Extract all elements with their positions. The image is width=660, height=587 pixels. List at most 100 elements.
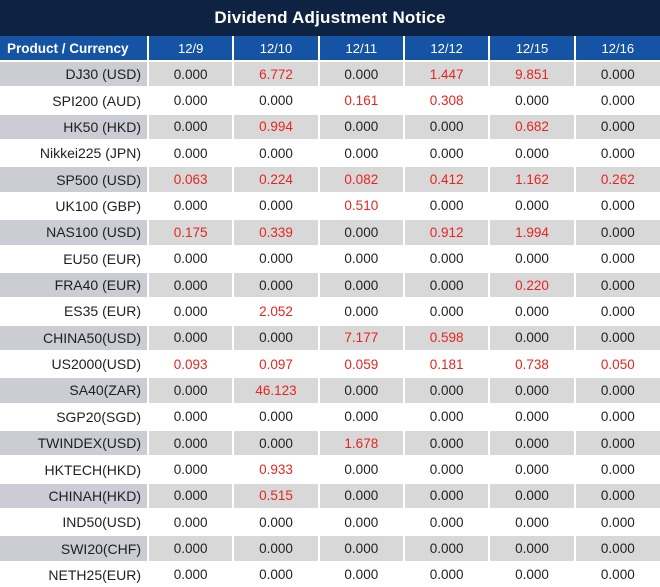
value-cell: 0.000 [573, 244, 660, 273]
value-cell: 0.000 [573, 429, 660, 458]
table-row: HK50 (HKD) 0.000 0.994 0.000 0.000 0.682 0.000 [0, 112, 660, 142]
value-cell: 0.000 [402, 508, 491, 537]
value-cell: 0.000 [573, 59, 660, 89]
value-cell: 7.177 [317, 323, 405, 352]
product-cell: SA40(ZAR) [0, 376, 149, 405]
value-cell: 0.000 [232, 508, 320, 537]
value-cell: 0.598 [402, 323, 491, 352]
product-currency-header: Product / Currency [0, 36, 149, 62]
value-cell: 0.063 [146, 165, 235, 194]
value-cell: 0.000 [146, 59, 235, 89]
product-cell: HKTECH(HKD) [0, 455, 149, 484]
value-cell: 0.000 [488, 508, 576, 537]
value-cell: 0.000 [488, 481, 576, 511]
value-cell: 0.994 [232, 112, 320, 142]
value-cell: 0.000 [488, 86, 576, 115]
value-cell: 0.000 [232, 560, 320, 587]
value-cell: 0.000 [232, 191, 320, 221]
value-cell: 0.000 [317, 218, 405, 247]
value-cell: 0.000 [573, 534, 660, 563]
product-cell: SWI20(CHF) [0, 534, 149, 563]
value-cell: 0.515 [232, 481, 320, 511]
value-cell: 0.000 [317, 560, 405, 587]
product-cell: Nikkei225 (JPN) [0, 139, 149, 168]
value-cell: 0.000 [402, 402, 491, 432]
header-row: Product / Currency 12/9 12/10 12/11 12/12 12… [0, 36, 660, 62]
value-cell: 0.000 [146, 534, 235, 563]
value-cell: 0.000 [488, 244, 576, 273]
value-cell: 0.339 [232, 218, 320, 247]
value-cell: 0.000 [146, 86, 235, 115]
value-cell: 0.933 [232, 455, 320, 484]
product-cell: NAS100 (USD) [0, 218, 149, 247]
value-cell: 0.000 [402, 191, 491, 221]
title-bar: Dividend Adjustment Notice [0, 0, 660, 36]
value-cell: 0.000 [146, 297, 235, 326]
value-cell: 0.000 [573, 481, 660, 511]
value-cell: 0.000 [488, 139, 576, 168]
value-cell: 0.181 [402, 349, 491, 379]
value-cell: 9.851 [488, 59, 576, 89]
value-cell: 0.000 [573, 323, 660, 352]
value-cell: 0.412 [402, 165, 491, 194]
table-row: SA40(ZAR) 0.000 46.123 0.000 0.000 0.000 0.000 [0, 376, 660, 405]
table-row: FRA40 (EUR) 0.000 0.000 0.000 0.000 0.220 0.00… [0, 270, 660, 300]
value-cell: 2.052 [232, 297, 320, 326]
dividend-table: Product / Currency 12/9 12/10 12/11 12/12 12… [0, 36, 660, 587]
value-cell: 0.912 [402, 218, 491, 247]
value-cell: 0.000 [232, 270, 320, 300]
table-row: SP500 (USD) 0.063 0.224 0.082 0.412 1.162 0.26… [0, 165, 660, 194]
value-cell: 0.000 [488, 402, 576, 432]
value-cell: 0.510 [317, 191, 405, 221]
value-cell: 0.000 [146, 244, 235, 273]
value-cell: 0.093 [146, 349, 235, 379]
product-cell: DJ30 (USD) [0, 59, 149, 89]
value-cell: 0.738 [488, 349, 576, 379]
value-cell: 0.000 [573, 112, 660, 142]
value-cell: 0.000 [317, 508, 405, 537]
value-cell: 0.000 [402, 139, 491, 168]
value-cell: 1.678 [317, 429, 405, 458]
value-cell: 0.175 [146, 218, 235, 247]
value-cell: 0.220 [488, 270, 576, 300]
value-cell: 0.000 [146, 376, 235, 405]
product-cell: EU50 (EUR) [0, 244, 149, 273]
product-cell: SP500 (USD) [0, 165, 149, 194]
date-column-header: 12/16 [573, 36, 660, 62]
value-cell: 0.000 [317, 534, 405, 563]
product-cell: NETH25(EUR) [0, 560, 149, 587]
value-cell: 0.000 [573, 86, 660, 115]
value-cell: 0.000 [317, 112, 405, 142]
value-cell: 0.000 [146, 139, 235, 168]
table-row: HKTECH(HKD) 0.000 0.933 0.000 0.000 0.000 0.00… [0, 455, 660, 484]
value-cell: 0.000 [402, 244, 491, 273]
value-cell: 0.050 [573, 349, 660, 379]
value-cell: 0.000 [573, 270, 660, 300]
table-row: NAS100 (USD) 0.175 0.339 0.000 0.912 1.994 0.0… [0, 218, 660, 247]
date-column-header: 12/11 [317, 36, 405, 62]
product-cell: FRA40 (EUR) [0, 270, 149, 300]
value-cell: 0.000 [402, 560, 491, 587]
table-row: DJ30 (USD) 0.000 6.772 0.000 1.447 9.851 0.000 [0, 59, 660, 89]
value-cell: 0.000 [488, 534, 576, 563]
product-cell: IND50(USD) [0, 508, 149, 537]
value-cell: 1.447 [402, 59, 491, 89]
value-cell: 0.000 [488, 376, 576, 405]
product-cell: HK50 (HKD) [0, 112, 149, 142]
value-cell: 0.059 [317, 349, 405, 379]
value-cell: 0.000 [232, 534, 320, 563]
value-cell: 0.000 [317, 139, 405, 168]
value-cell: 46.123 [232, 376, 320, 405]
value-cell: 0.682 [488, 112, 576, 142]
product-cell: ES35 (EUR) [0, 297, 149, 326]
table-row: TWINDEX(USD) 0.000 0.000 1.678 0.000 0.000 0.0… [0, 429, 660, 458]
value-cell: 0.000 [573, 508, 660, 537]
table-row: CHINA50(USD) 0.000 0.000 7.177 0.598 0.000 0.0… [0, 323, 660, 352]
value-cell: 0.000 [573, 297, 660, 326]
value-cell: 0.000 [232, 402, 320, 432]
value-cell: 6.772 [232, 59, 320, 89]
value-cell: 0.000 [488, 297, 576, 326]
value-cell: 1.994 [488, 218, 576, 247]
value-cell: 0.000 [488, 191, 576, 221]
